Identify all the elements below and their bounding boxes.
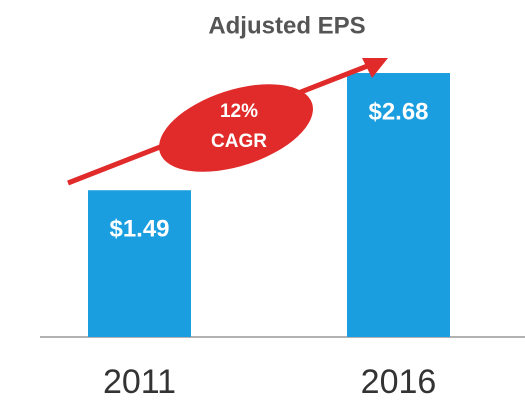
value-label: $2.68 bbox=[368, 98, 428, 125]
cagr-label: 12% bbox=[220, 101, 258, 122]
bar bbox=[347, 73, 450, 338]
arrow-head bbox=[362, 58, 388, 78]
chart-title: Adjusted EPS bbox=[208, 12, 365, 39]
bar bbox=[88, 190, 191, 337]
cagr-badge bbox=[159, 84, 313, 172]
x-tick-label: 2011 bbox=[103, 363, 176, 401]
x-tick-label: 2016 bbox=[361, 363, 437, 401]
value-label: $1.49 bbox=[109, 216, 169, 243]
cagr-label: CAGR bbox=[211, 131, 267, 152]
